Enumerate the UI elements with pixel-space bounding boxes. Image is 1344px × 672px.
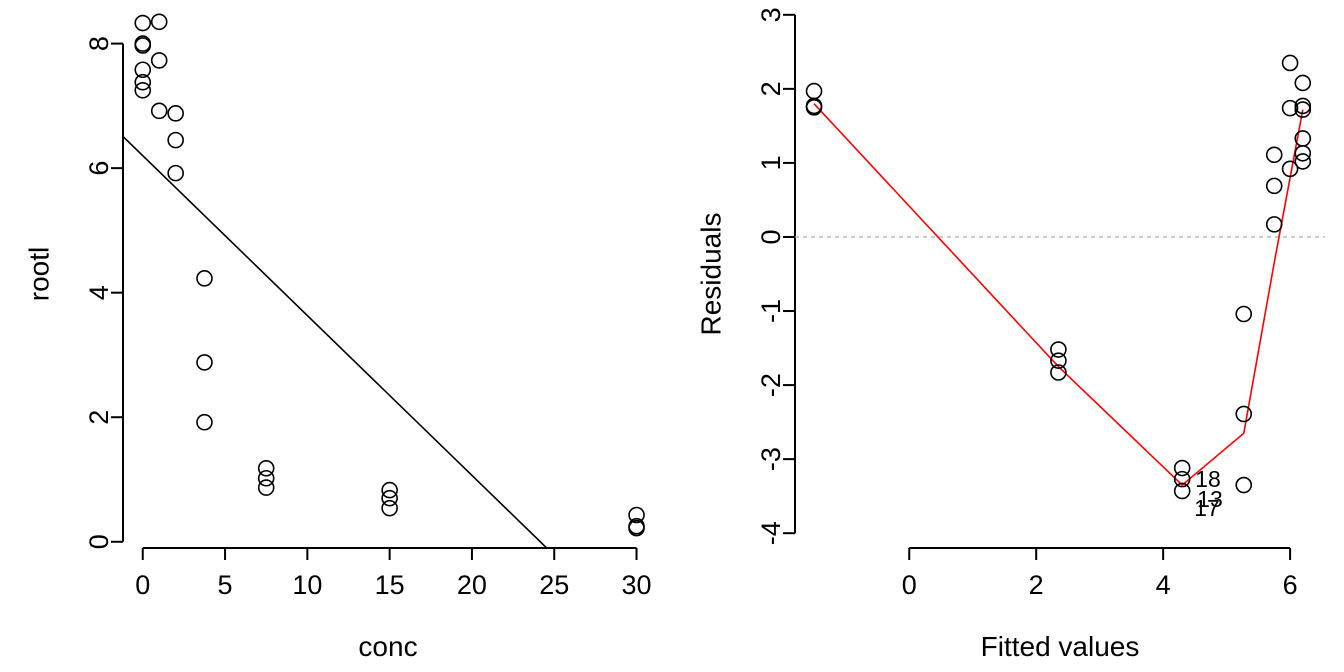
data-point	[805, 99, 823, 116]
data-point	[257, 459, 275, 477]
point-label: 17	[1194, 495, 1220, 521]
y-tick-label: 0	[84, 534, 114, 549]
data-point	[1281, 99, 1299, 117]
x-tick-label: 6	[1283, 570, 1298, 600]
point-label: 18	[1195, 466, 1221, 492]
y-tick-label: 2	[84, 410, 114, 425]
x-tick-label: 15	[375, 570, 405, 600]
y-axis-title: Residuals	[696, 213, 727, 336]
y-tick-label: -3	[756, 447, 786, 471]
x-tick-label: 2	[1029, 570, 1044, 600]
data-point	[150, 13, 168, 31]
data-point	[1173, 482, 1191, 500]
y-tick-label: 0	[756, 229, 786, 244]
data-point	[1265, 216, 1283, 233]
y-tick-label: 6	[84, 161, 114, 176]
y-tick-label: -2	[756, 373, 786, 397]
x-tick-label: 25	[539, 570, 569, 600]
data-point	[196, 354, 213, 371]
data-point	[1294, 101, 1312, 118]
x-tick-label: 20	[457, 570, 487, 600]
data-point	[381, 489, 398, 507]
x-tick-label: 10	[292, 570, 322, 600]
data-point	[134, 37, 152, 54]
x-tick-label: 4	[1156, 570, 1171, 600]
regression-line	[123, 135, 548, 548]
smoother-line	[813, 103, 1304, 487]
data-point	[134, 73, 152, 91]
data-point	[1235, 476, 1253, 494]
data-point	[1050, 352, 1067, 369]
x-tick-label: 0	[902, 570, 917, 600]
data-point	[167, 164, 184, 182]
data-point	[167, 131, 184, 149]
data-point	[167, 105, 184, 122]
y-tick-label: -4	[756, 521, 786, 545]
data-point	[196, 270, 213, 287]
data-point	[257, 479, 275, 496]
right-panel: 0 2 4 6 -4 -3 -2 -1 0 1 2 3 Fitted values Residuals 18…	[696, 7, 1325, 662]
data-point	[134, 61, 152, 79]
data-point	[1265, 177, 1283, 195]
data-point	[196, 413, 213, 431]
data-point	[1281, 54, 1299, 72]
data-point	[381, 499, 398, 517]
data-point	[1281, 160, 1299, 178]
y-tick-label: 4	[84, 285, 114, 300]
data-point	[1050, 341, 1067, 358]
data-point	[134, 81, 152, 99]
data-point	[1235, 305, 1253, 323]
data-point	[1294, 74, 1312, 92]
x-tick-label: 5	[218, 570, 233, 600]
left-panel: 0 5 10 15 20 25 30 0 2 4 6 8 conc rootl	[24, 13, 652, 662]
y-tick-label: 2	[756, 81, 786, 96]
data-point	[150, 102, 168, 120]
data-point	[1235, 405, 1253, 423]
x-tick-label: 0	[135, 570, 150, 600]
plot-lines	[123, 135, 548, 548]
x-tick-label: 30	[622, 570, 652, 600]
data-point	[134, 14, 152, 32]
y-tick-label: 3	[756, 7, 786, 22]
x-axis-title: conc	[358, 631, 417, 662]
data-point	[805, 82, 823, 100]
x-axis-title: Fitted values	[981, 631, 1140, 662]
data-point	[1173, 459, 1191, 477]
data-point	[1294, 144, 1312, 162]
data-point	[628, 506, 645, 524]
y-tick-label: -1	[756, 299, 786, 323]
plot-lines	[795, 103, 1325, 487]
data-point	[1294, 153, 1312, 170]
y-axis-title: rootl	[24, 247, 55, 301]
data-point	[381, 481, 398, 499]
data-point	[1173, 470, 1191, 488]
data-point	[1265, 146, 1283, 164]
data-point	[628, 519, 645, 537]
y-tick-label: 1	[756, 155, 786, 170]
point-label: 13	[1197, 486, 1223, 512]
y-tick-label: 8	[84, 36, 114, 51]
data-point	[150, 52, 168, 69]
data-point	[257, 469, 275, 487]
data-point	[1050, 364, 1067, 381]
data-point	[1294, 97, 1312, 115]
